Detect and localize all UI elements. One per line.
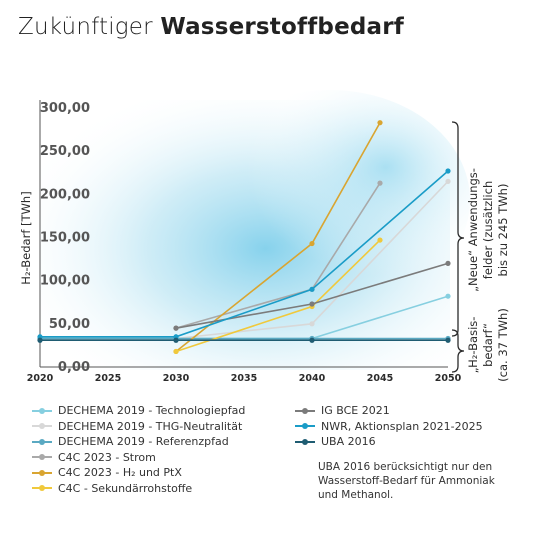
data-point (445, 178, 451, 184)
legend-swatch (32, 468, 52, 478)
legend-item: DECHEMA 2019 - Technologiepfad (32, 404, 245, 417)
data-point (173, 325, 179, 331)
data-point (309, 301, 315, 307)
data-point (377, 237, 383, 243)
legend-swatch (32, 483, 52, 493)
data-point (445, 293, 451, 299)
legend-swatch (32, 406, 52, 416)
legend-label: DECHEMA 2019 - THG-Neutralität (58, 419, 243, 433)
legend-item: DECHEMA 2019 - THG-Neutralität (32, 420, 242, 433)
y-tick-label: 100,00 (40, 274, 90, 289)
x-tick-label: 2025 (95, 373, 121, 384)
series-group (37, 337, 451, 343)
legend-swatch (32, 437, 52, 447)
legend-swatch (295, 406, 315, 416)
legend-label: DECHEMA 2019 - Referenzpfad (58, 435, 229, 448)
upper-label-line-3: bis zu 245 TWh) (496, 184, 510, 277)
upper-label-line-2: felder (zusätzlich (481, 181, 495, 279)
data-point (377, 120, 383, 126)
side-annotations: „Neue“ Anwendungs- felder (zusätzlich bi… (451, 121, 510, 382)
footnote: UBA 2016 berücksichtigt nur den Wasserst… (318, 461, 495, 501)
data-point (445, 168, 451, 174)
axes: 0,00 50,00 100,00 150,00 200,00 250,00 300,00 2… (19, 100, 462, 384)
upper-label-line-1: „Neue“ Anwendungs- (466, 168, 480, 292)
title-part-2: Wasserstoffbedarf (160, 14, 405, 40)
data-point (309, 321, 315, 327)
y-tick-label: 150,00 (40, 231, 90, 246)
y-axis-label: H₂-Bedarf [TWh] (19, 191, 33, 284)
title-part-1: Zukünftiger (18, 14, 161, 40)
data-point (309, 240, 315, 247)
y-tick-label: 300,00 (40, 101, 90, 116)
y-tick-label: 50,00 (49, 317, 90, 332)
x-tick-label: 2045 (367, 373, 393, 384)
legend-item: C4C 2023 - Strom (32, 451, 156, 464)
x-tick-label: 2030 (163, 373, 190, 384)
legend-item: C4C - Sekundärrohstoffe (32, 482, 192, 495)
legend-swatch (32, 421, 52, 431)
legend-swatch (295, 437, 315, 447)
y-tick-label: 250,00 (40, 144, 90, 159)
data-point (309, 337, 315, 343)
plot-background (40, 90, 470, 370)
lower-label-line-2: bedarf“ (481, 323, 495, 367)
x-tick-label: 2040 (299, 373, 326, 384)
y-tick-label: 200,00 (40, 187, 90, 202)
legend-label: C4C - Sekundärrohstoffe (58, 481, 193, 495)
chart-title: Zukünftiger Wasserstoffbedarf (18, 14, 404, 40)
legend-item: C4C 2023 - H₂ und PtX (32, 466, 182, 479)
series-layer (37, 120, 451, 355)
legend-item: IG BCE 2021 (295, 404, 390, 417)
legend-item: UBA 2016 (295, 435, 376, 448)
legend-label: C4C 2023 - Strom (58, 450, 156, 464)
lower-label-line-1: „H₂-Basis- (466, 317, 480, 374)
data-point (37, 337, 43, 343)
legend-item: DECHEMA 2019 - Referenzpfad (32, 435, 229, 448)
legend-label: IG BCE 2021 (321, 404, 390, 417)
x-tick-label: 2020 (27, 373, 54, 384)
lower-label-line-3: (ca. 37 TWh) (496, 308, 510, 382)
data-point (173, 337, 179, 343)
legend-swatch (32, 452, 52, 462)
data-point (173, 348, 179, 355)
data-point (309, 286, 315, 292)
legend-label: NWR, Aktionsplan 2021-2025 (321, 419, 483, 433)
x-tick-label: 2035 (231, 373, 257, 384)
legend-item: NWR, Aktionsplan 2021-2025 (295, 420, 483, 433)
y-tick-label: 0,00 (58, 360, 90, 375)
legend-label: DECHEMA 2019 - Technologiepfad (58, 404, 246, 417)
series-group (173, 260, 451, 331)
data-point (445, 260, 451, 266)
legend-label: UBA 2016 (321, 435, 376, 448)
data-point (445, 337, 451, 343)
series-line (40, 170, 449, 338)
data-point (377, 180, 383, 186)
x-tick-label: 2050 (435, 373, 462, 384)
lower-brace (451, 329, 465, 373)
legend-swatch (295, 421, 315, 431)
legend-label: C4C 2023 - H₂ und PtX (58, 466, 182, 479)
